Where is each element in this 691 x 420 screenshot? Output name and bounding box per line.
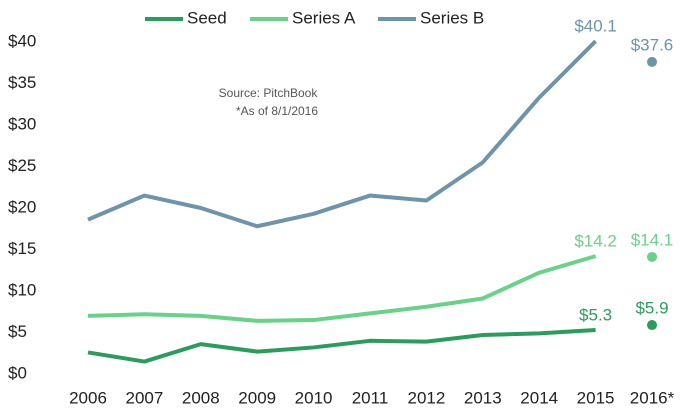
y-tick-label: $15 [8,239,36,258]
x-tick-label: 2014 [520,388,558,407]
x-tick-label: 2015 [577,388,615,407]
data-label: $5.3 [579,305,612,324]
point [647,251,657,262]
series-line [87,39,598,229]
y-tick-label: $0 [8,363,27,382]
legend-label: Seed [187,8,227,27]
annotation: *As of 8/1/2016 [236,104,318,118]
y-tick-label: $40 [8,31,36,50]
x-tick-label: 2008 [182,388,220,407]
series-line [87,328,596,364]
y-tick-label: $5 [8,322,27,341]
x-tick-label: 2006 [69,388,107,407]
legend-label: Series B [420,8,484,27]
x-tick-label: 2016* [630,388,675,407]
x-tick-label: 2013 [464,388,502,407]
y-tick-label: $25 [8,156,36,175]
y-tick-label: $35 [8,73,36,92]
x-tick-label: 2010 [295,388,333,407]
data-label: $14.1 [631,230,674,249]
x-tick-label: 2012 [407,388,445,407]
y-tick-label: $30 [8,114,36,133]
x-tick-label: 2011 [352,388,389,407]
data-label: $5.9 [635,299,668,318]
data-label: $37.6 [631,35,674,54]
x-tick-label: 2007 [125,388,163,407]
data-label: $40.1 [574,17,617,36]
point [647,320,657,331]
x-tick-label: 2009 [238,388,276,407]
y-tick-label: $10 [8,280,36,299]
data-label: $14.2 [574,232,617,251]
y-tick-label: $20 [8,197,36,216]
point [647,56,657,67]
series-line [87,254,597,323]
legend-label: Series A [292,8,356,27]
annotation: Source: PitchBook [219,86,319,100]
